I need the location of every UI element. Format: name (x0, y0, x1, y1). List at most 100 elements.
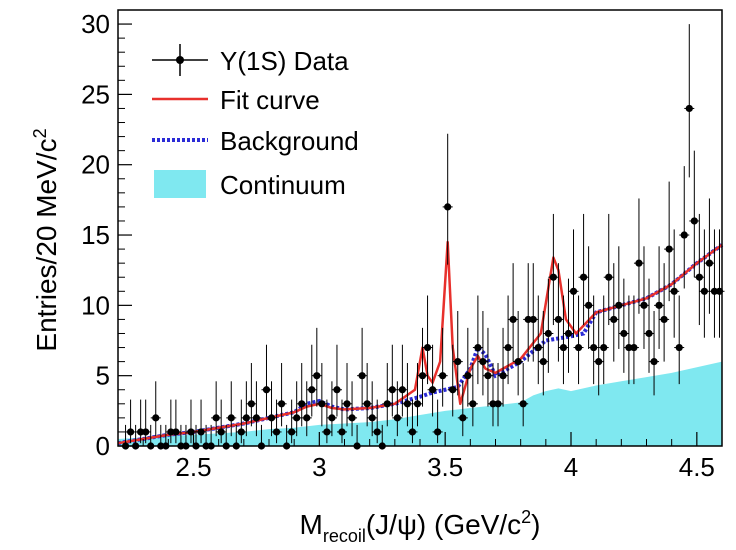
data-point (640, 301, 648, 309)
data-point (383, 400, 391, 408)
data-point (388, 386, 396, 394)
data-point (574, 343, 583, 352)
x-axis-title-sub: recoil (323, 526, 366, 546)
data-point (630, 343, 638, 352)
y-tick-label: 15 (81, 220, 110, 250)
y-tick-label: 20 (81, 150, 110, 180)
data-point (675, 343, 683, 352)
data-point (685, 104, 693, 113)
data-point (237, 428, 245, 436)
data-point (710, 287, 719, 295)
data-point (524, 315, 532, 324)
data-point (413, 400, 422, 408)
data-point (408, 428, 417, 436)
data-point (403, 400, 412, 408)
data-point (172, 428, 180, 436)
data-point (459, 414, 467, 422)
data-point (242, 414, 250, 422)
data-point (343, 400, 351, 408)
data-point (635, 259, 643, 267)
data-point (504, 343, 512, 352)
x-tick-label: 4 (564, 452, 578, 482)
data-point (610, 315, 618, 324)
y-axis-title-sup: 2 (30, 128, 50, 138)
data-point (595, 358, 603, 366)
data-point (323, 428, 331, 436)
data-point (620, 329, 628, 338)
data-point (484, 372, 492, 380)
data-points-layer (120, 24, 725, 450)
legend-label-fit: Fit curve (220, 85, 320, 115)
x-tick-label: 3 (312, 452, 326, 482)
data-point (303, 414, 311, 422)
data-point (650, 358, 658, 366)
data-point (318, 400, 326, 408)
data-point (187, 428, 195, 436)
data-point (660, 315, 668, 324)
data-point (600, 343, 608, 352)
legend: Υ(1S) Data Fit curve Background Continuu… (152, 44, 359, 200)
legend-label-data: Υ(1S) Data (220, 46, 349, 76)
data-point (670, 287, 678, 295)
data-point (514, 358, 522, 366)
data-point (439, 372, 447, 380)
data-point (428, 386, 437, 394)
data-point (529, 315, 537, 324)
data-point (298, 400, 306, 408)
data-point (469, 400, 477, 408)
legend-entry-data: Υ(1S) Data (152, 44, 349, 76)
data-point (152, 414, 160, 422)
data-point (434, 428, 442, 436)
data-point (137, 428, 145, 436)
data-point (398, 386, 406, 394)
data-point (393, 414, 401, 422)
x-axis-title-sup: 2 (521, 507, 531, 527)
data-point (569, 287, 578, 295)
data-point (247, 400, 255, 408)
data-point (680, 231, 688, 239)
data-point (544, 329, 552, 338)
data-point (554, 315, 563, 324)
x-axis-title-main: M (300, 509, 323, 540)
data-point (705, 259, 714, 267)
y-tick-label: 0 (96, 431, 110, 461)
x-tick-label: 3.5 (427, 452, 463, 482)
data-point (308, 386, 316, 394)
data-point (267, 414, 276, 422)
axis-ticks: 2.5 3 3.5 4 4.5 0 5 10 15 20 25 30 (81, 9, 723, 482)
data-point (534, 343, 542, 352)
x-tick-label: 2.5 (175, 452, 211, 482)
data-point (227, 414, 235, 422)
legend-label-background: Background (220, 126, 359, 156)
data-point (373, 428, 381, 436)
data-point (549, 273, 557, 281)
data-point (695, 273, 703, 281)
legend-label-continuum: Continuum (220, 170, 346, 200)
legend-data-marker (176, 56, 184, 64)
legend-continuum-swatch (154, 170, 206, 198)
data-point (328, 414, 336, 422)
legend-entry-continuum: Continuum (154, 170, 346, 200)
y-axis-title-main: Entries/20 MeV/c (31, 138, 62, 351)
data-point (590, 343, 598, 352)
data-point (464, 372, 472, 380)
data-point (605, 273, 613, 281)
data-point (212, 414, 220, 422)
data-point (509, 315, 517, 324)
data-point (454, 358, 462, 366)
data-point (272, 428, 281, 436)
data-point (539, 358, 547, 366)
data-point (418, 372, 427, 380)
data-point (338, 428, 346, 436)
data-point (126, 428, 135, 436)
x-axis-title-close: ) (531, 509, 540, 540)
y-tick-label: 10 (81, 290, 110, 320)
data-point (645, 329, 653, 338)
data-point (519, 400, 527, 408)
x-tick-label: 4.5 (679, 452, 715, 482)
data-point (423, 343, 432, 352)
data-point (579, 273, 588, 281)
data-point (293, 414, 301, 422)
data-point (690, 217, 698, 225)
